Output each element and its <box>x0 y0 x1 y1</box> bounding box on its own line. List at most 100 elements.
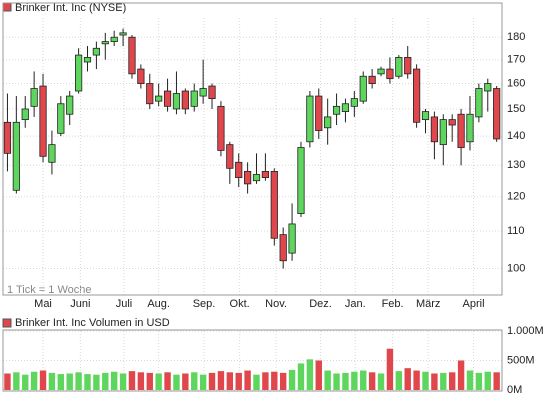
volume-bar <box>164 372 171 390</box>
volume-bar <box>315 360 322 390</box>
candle-body <box>137 68 145 84</box>
candle-body <box>448 119 456 126</box>
candle-body <box>261 170 269 178</box>
volume-bar <box>306 359 314 390</box>
volume-bar <box>110 371 118 390</box>
x-tick-label: Feb. <box>382 298 404 310</box>
volume-bar <box>360 370 367 390</box>
y-tick-label: 0M <box>507 384 522 396</box>
candle-body <box>377 68 385 75</box>
candle-body <box>128 36 136 75</box>
x-tick-label: März <box>416 298 440 310</box>
volume-bar <box>288 369 296 390</box>
candle-body <box>181 90 189 110</box>
candle-body <box>83 56 92 63</box>
chart-title: Brinker Int. Inc (NYSE) <box>15 2 126 14</box>
y-tick-label: 100 <box>507 262 525 274</box>
volume-bar <box>448 372 456 390</box>
volume-bar <box>333 373 340 390</box>
candle-body <box>466 113 474 143</box>
volume-bar <box>235 372 242 390</box>
x-tick-label: Aug. <box>147 298 170 310</box>
candle-body <box>244 170 252 185</box>
candle-body <box>66 95 74 115</box>
volume-bar <box>324 370 331 390</box>
y-tick-label: 150 <box>507 103 525 115</box>
plot-frame <box>2 329 503 392</box>
candle-body <box>190 90 198 107</box>
volume-bar <box>4 373 11 390</box>
candle-body <box>30 88 38 107</box>
candle-body <box>270 170 278 239</box>
volume-bar <box>137 372 145 390</box>
volume-bar <box>395 371 403 390</box>
plot-frame <box>2 2 503 296</box>
candle-body <box>395 56 403 77</box>
volume-bar <box>208 372 216 390</box>
volume-bar <box>57 374 65 390</box>
candle-body <box>386 68 394 80</box>
y-tick-label: 170 <box>507 54 525 66</box>
candle-body <box>430 116 438 143</box>
candle-body <box>359 75 367 102</box>
candle-body <box>493 88 501 140</box>
x-tick-label: Juni <box>70 298 90 310</box>
candle-body <box>110 36 118 43</box>
volume-bar <box>66 373 73 390</box>
volume-bar <box>493 372 500 390</box>
candle-body <box>252 174 261 182</box>
candle-body <box>155 95 163 102</box>
y-tick-label: 130 <box>507 159 525 171</box>
volume-bar <box>386 348 394 390</box>
candle-body <box>3 121 12 154</box>
y-tick-label: 180 <box>507 31 525 43</box>
volume-bar <box>173 374 180 390</box>
volume-bar <box>199 374 207 390</box>
volume-bar <box>75 372 82 390</box>
candle-body <box>57 103 65 134</box>
candle-body <box>341 103 350 112</box>
candle-body <box>199 88 207 97</box>
x-tick-label: April <box>463 298 485 310</box>
candle-body <box>315 95 323 131</box>
candle-body <box>421 111 430 121</box>
volume-bar <box>217 371 225 390</box>
volume-bar <box>39 370 47 390</box>
volume-bar <box>226 372 234 390</box>
volume-bar <box>368 372 376 390</box>
volume-bar <box>155 373 162 390</box>
volume-bar <box>271 371 278 390</box>
y-tick-label: 110 <box>507 225 525 237</box>
y-tick-label: 1.000M <box>507 325 544 337</box>
y-tick-label: 120 <box>507 191 525 203</box>
volume-bar <box>253 374 260 390</box>
candle-body <box>75 54 83 92</box>
candle-body <box>297 147 305 214</box>
volume-bar <box>262 372 269 390</box>
volume-bar <box>146 372 153 390</box>
candle-body <box>226 144 234 169</box>
volume-bar <box>93 374 100 390</box>
x-tick-label: Dez. <box>309 298 332 310</box>
candle-body <box>172 93 181 110</box>
volume-bar <box>48 372 56 390</box>
candle-body <box>350 98 358 107</box>
volume-bar <box>466 370 474 390</box>
legend-swatch <box>2 2 12 12</box>
candle-body <box>475 88 483 118</box>
candle-body <box>404 56 412 75</box>
annotation: 1 Tick = 1 Woche <box>7 284 91 296</box>
volume-bar <box>413 370 420 390</box>
x-tick-label: Okt. <box>230 298 250 310</box>
x-tick-label: Sep. <box>193 298 216 310</box>
candle-body <box>288 223 296 254</box>
candle-body <box>279 234 287 262</box>
y-tick-label: 500M <box>507 354 535 366</box>
candle-body <box>324 116 332 129</box>
candle-body <box>439 119 447 146</box>
candle-body <box>39 85 47 157</box>
volume-bar <box>128 371 136 390</box>
y-tick-label: 140 <box>507 130 525 142</box>
candle-body <box>217 105 225 151</box>
